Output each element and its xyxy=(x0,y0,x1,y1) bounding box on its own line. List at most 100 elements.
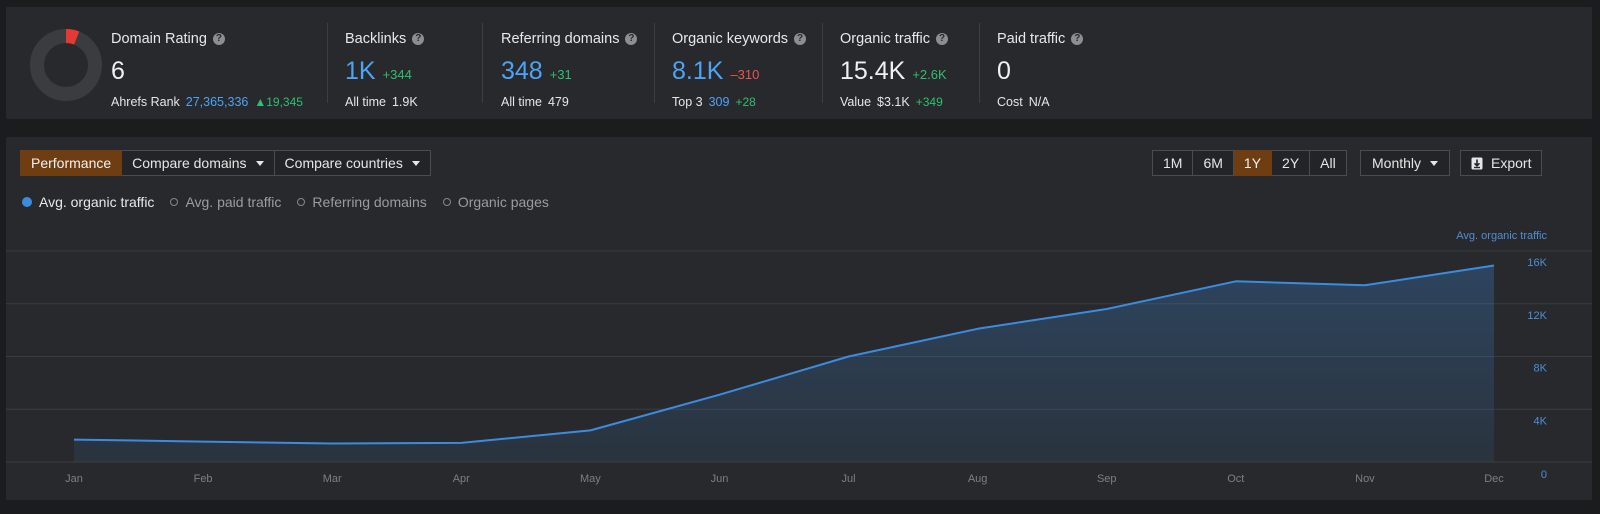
chart-legend: Avg. organic traffic Avg. paid traffic R… xyxy=(22,194,549,210)
ahrefs-rank-label: Ahrefs Rank xyxy=(111,95,180,109)
range-6m-label: 6M xyxy=(1203,155,1223,171)
metrics-bar: Domain Rating ? 6 Ahrefs Rank 27,365,336… xyxy=(6,7,1592,119)
traffic-value-delta: +349 xyxy=(915,95,943,109)
x-tick-label: Apr xyxy=(453,473,470,485)
help-icon[interactable]: ? xyxy=(625,33,638,45)
tab-compare-countries[interactable]: Compare countries xyxy=(274,150,431,176)
export-label: Export xyxy=(1491,155,1532,171)
x-tick-label: Nov xyxy=(1355,473,1375,485)
ahrefs-rank-delta: 19,345 xyxy=(266,95,303,109)
referring-domains-delta: +31 xyxy=(549,67,572,82)
paid-traffic-value: 0 xyxy=(997,57,1011,85)
legend-dot-icon xyxy=(22,197,32,207)
legend-referring-domains[interactable]: Referring domains xyxy=(297,194,427,210)
backlinks-value[interactable]: 1K xyxy=(345,57,376,85)
y-tick-label: 8K xyxy=(1534,363,1548,375)
legend-label: Avg. paid traffic xyxy=(185,194,282,210)
range-all-label: All xyxy=(1320,155,1336,171)
interval-label: Monthly xyxy=(1372,155,1422,171)
export-button[interactable]: Export xyxy=(1460,150,1543,176)
range-2y-label: 2Y xyxy=(1282,155,1300,171)
legend-avg-organic-traffic[interactable]: Avg. organic traffic xyxy=(22,194,154,210)
divider xyxy=(822,23,823,103)
help-icon[interactable]: ? xyxy=(212,33,225,45)
top3-label: Top 3 xyxy=(672,95,703,109)
cost-value: N/A xyxy=(1028,95,1050,109)
organic-keywords-value[interactable]: 8.1K xyxy=(672,57,724,85)
backlinks-delta: +344 xyxy=(382,67,412,82)
referring-domains-sub-value: 479 xyxy=(547,95,569,109)
x-tick-label: Jan xyxy=(65,473,83,485)
organic-keywords-delta: –310 xyxy=(730,67,760,82)
legend-label: Referring domains xyxy=(312,194,427,210)
chevron-down-icon xyxy=(255,160,264,166)
range-1y[interactable]: 1Y xyxy=(1233,150,1273,176)
legend-organic-pages[interactable]: Organic pages xyxy=(442,194,549,210)
backlinks-sub-value: 1.9K xyxy=(391,95,418,109)
x-tick-label: Mar xyxy=(323,473,342,485)
traffic-value: $3.1K xyxy=(877,95,910,109)
download-icon xyxy=(1471,157,1483,169)
tab-compare-domains[interactable]: Compare domains xyxy=(122,150,275,176)
divider xyxy=(979,23,980,103)
y-tick-label: 16K xyxy=(1527,257,1547,269)
referring-domains-value[interactable]: 348 xyxy=(501,57,543,85)
y-axis-title: Avg. organic traffic xyxy=(1456,230,1547,242)
y-tick-label: 0 xyxy=(1541,469,1547,481)
tab-performance-label: Performance xyxy=(31,155,112,171)
help-icon[interactable]: ? xyxy=(1071,33,1084,45)
traffic-chart: 0 4K 8K 12K 16K Avg. organic traffic Jan Feb Mar… xyxy=(6,230,1592,485)
legend-dot-icon xyxy=(297,198,306,206)
x-tick-label: Dec xyxy=(1484,473,1504,485)
organic-traffic-delta: +2.6K xyxy=(912,67,947,82)
paid-traffic-label: Paid traffic xyxy=(997,31,1066,47)
y-tick-label: 12K xyxy=(1527,310,1547,322)
x-tick-label: Oct xyxy=(1227,473,1244,485)
view-tabs: Performance Compare domains Compare coun… xyxy=(20,150,431,176)
interval-dropdown[interactable]: Monthly xyxy=(1360,150,1451,176)
backlinks-sub-label: All time xyxy=(345,95,386,109)
series-line xyxy=(73,264,1495,445)
traffic-value-label: Value xyxy=(840,95,872,109)
x-tick-label: Aug xyxy=(968,473,988,485)
ahrefs-rank-value[interactable]: 27,365,336 xyxy=(185,95,249,109)
help-icon[interactable]: ? xyxy=(936,33,948,45)
referring-domains-label: Referring domains xyxy=(501,31,620,47)
top3-value[interactable]: 309 xyxy=(708,95,730,109)
divider xyxy=(654,23,655,103)
chevron-down-icon xyxy=(411,160,420,166)
range-1m[interactable]: 1M xyxy=(1152,150,1194,176)
legend-dot-icon xyxy=(442,198,451,206)
domain-rating-donut xyxy=(30,29,102,101)
organic-traffic-label: Organic traffic xyxy=(840,31,930,47)
x-tick-label: Jun xyxy=(711,473,729,485)
tab-compare-domains-label: Compare domains xyxy=(132,155,247,171)
tab-compare-countries-label: Compare countries xyxy=(284,155,403,171)
domain-rating-label: Domain Rating xyxy=(111,31,207,47)
tab-performance[interactable]: Performance xyxy=(20,150,123,176)
range-1y-label: 1Y xyxy=(1243,155,1262,171)
x-tick-label: May xyxy=(580,473,601,485)
x-tick-label: Feb xyxy=(194,473,213,485)
range-all[interactable]: All xyxy=(1310,150,1347,176)
series-area xyxy=(74,265,1494,462)
domain-rating-value: 6 xyxy=(111,57,125,85)
up-triangle-icon: ▲ xyxy=(254,95,267,109)
backlinks-label: Backlinks xyxy=(345,31,407,47)
range-selector: 1M 6M 1Y 2Y All xyxy=(1152,150,1347,176)
divider xyxy=(482,23,483,103)
referring-domains-sub-label: All time xyxy=(501,95,542,109)
range-2y[interactable]: 2Y xyxy=(1272,150,1311,176)
cost-label: Cost xyxy=(997,95,1023,109)
top3-delta: +28 xyxy=(735,95,756,109)
x-tick-label: Sep xyxy=(1097,473,1117,485)
legend-avg-paid-traffic[interactable]: Avg. paid traffic xyxy=(170,194,281,210)
y-tick-label: 4K xyxy=(1534,415,1548,427)
range-6m[interactable]: 6M xyxy=(1193,150,1234,176)
chevron-down-icon xyxy=(1430,160,1439,166)
help-icon[interactable]: ? xyxy=(794,33,807,45)
legend-label: Avg. organic traffic xyxy=(39,194,155,210)
chart-panel: Performance Compare domains Compare coun… xyxy=(6,137,1592,500)
help-icon[interactable]: ? xyxy=(412,33,425,45)
organic-traffic-value: 15.4K xyxy=(840,57,906,85)
